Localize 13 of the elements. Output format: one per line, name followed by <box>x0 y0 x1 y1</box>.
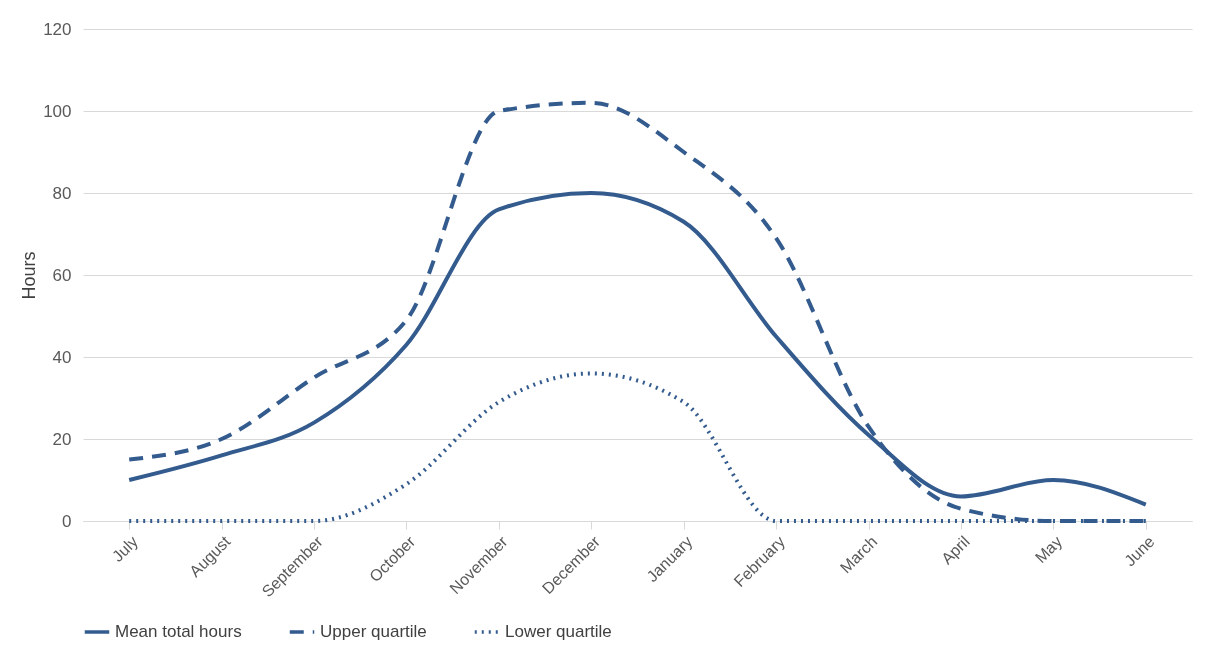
x-tick-label: May <box>1031 532 1066 567</box>
y-tick-label: 60 <box>52 265 72 285</box>
y-axis-title: Hours <box>19 251 40 300</box>
y-tick-label: 100 <box>43 101 72 121</box>
y-tick-label: 80 <box>52 183 72 203</box>
y-tick-label: 0 <box>62 511 72 531</box>
legend-label: Mean total hours <box>115 622 242 641</box>
legend-label: Upper quartile <box>320 622 427 641</box>
y-tick-label: 120 <box>43 19 72 39</box>
y-tick-label: 40 <box>52 347 72 367</box>
legend-label: Lower quartile <box>505 622 612 641</box>
x-tick-label: July <box>108 532 142 565</box>
y-tick-label: 20 <box>52 429 72 449</box>
